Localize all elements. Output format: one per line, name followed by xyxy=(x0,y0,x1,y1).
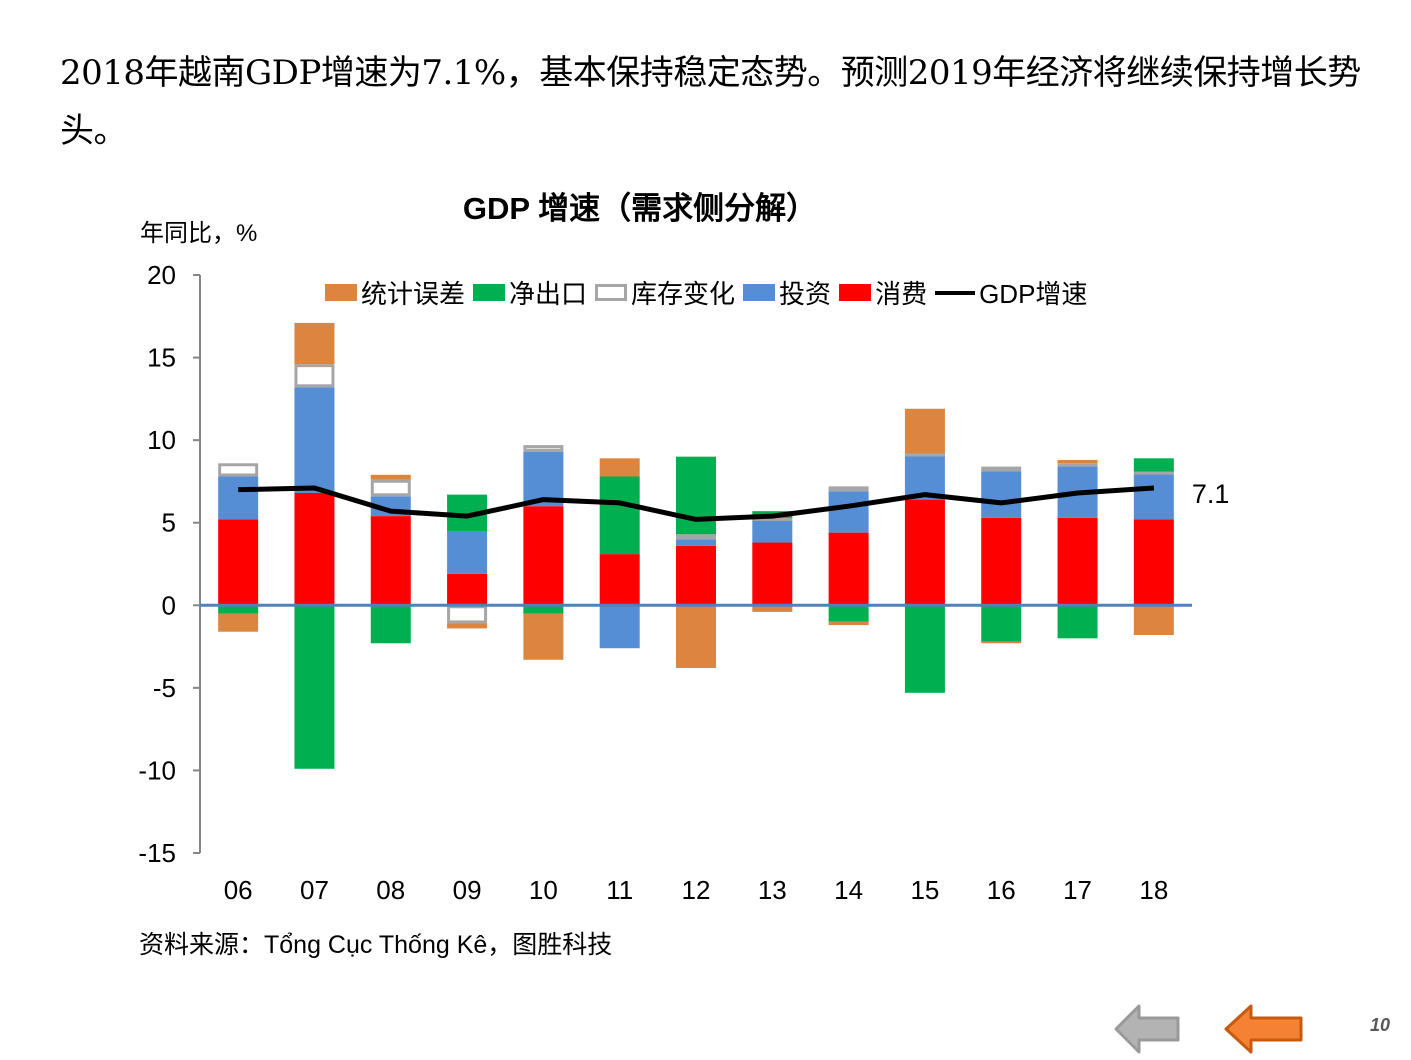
x-tick-label: 09 xyxy=(453,875,482,905)
y-tick-label: 10 xyxy=(147,425,176,455)
y-tick-label: -15 xyxy=(138,838,176,868)
prev-page-button[interactable] xyxy=(1113,1003,1183,1055)
bar-inventory-09 xyxy=(449,607,486,622)
bar-consumption-13 xyxy=(752,543,792,606)
x-tick-label: 17 xyxy=(1063,875,1092,905)
bar-investment-06 xyxy=(218,476,258,519)
x-tick-label: 10 xyxy=(529,875,558,905)
y-tick-label: 20 xyxy=(147,260,176,290)
bar-stat_error-11 xyxy=(600,458,640,476)
gdp-data-label: 7.1 xyxy=(1192,479,1230,509)
bar-net_exports-18 xyxy=(1134,458,1174,471)
x-tick-label: 08 xyxy=(376,875,405,905)
bar-investment-07 xyxy=(294,387,334,493)
bar-inventory-07 xyxy=(296,366,333,386)
y-tick-label: -5 xyxy=(153,673,176,703)
bar-stat_error-07 xyxy=(294,323,334,364)
x-tick-label: 12 xyxy=(682,875,711,905)
bar-consumption-15 xyxy=(905,500,945,606)
bar-inventory-08 xyxy=(372,481,409,495)
bar-net_exports-08 xyxy=(371,605,411,643)
x-tick-label: 07 xyxy=(300,875,329,905)
bar-stat_error-09 xyxy=(447,623,487,628)
bar-investment-12 xyxy=(676,539,716,546)
bar-stat_error-08 xyxy=(371,475,411,480)
bar-investment-18 xyxy=(1134,473,1174,519)
x-tick-label: 11 xyxy=(606,875,633,905)
bar-inventory-10 xyxy=(525,447,562,451)
x-tick-label: 06 xyxy=(224,875,253,905)
bar-consumption-12 xyxy=(676,546,716,605)
bar-net_exports-07 xyxy=(294,605,334,768)
bar-consumption-09 xyxy=(447,574,487,605)
bar-net_exports-12 xyxy=(676,457,716,535)
bar-inventory-18 xyxy=(1135,472,1172,474)
bar-consumption-16 xyxy=(981,518,1021,606)
bar-investment-11 xyxy=(600,605,640,648)
x-tick-label: 18 xyxy=(1139,875,1168,905)
left-arrow-gray-icon xyxy=(1113,1003,1183,1055)
x-tick-label: 13 xyxy=(758,875,787,905)
bar-net_exports-17 xyxy=(1058,605,1098,638)
bar-investment-13 xyxy=(752,519,792,542)
bar-consumption-06 xyxy=(218,519,258,605)
bar-net_exports-15 xyxy=(905,605,945,693)
source-note: 资料来源：Tổng Cục Thống Kê，图胜科技 xyxy=(139,925,612,961)
bar-consumption-17 xyxy=(1058,518,1098,606)
left-arrow-orange-icon xyxy=(1223,1003,1305,1055)
bar-stat_error-10 xyxy=(523,614,563,660)
y-tick-label: -10 xyxy=(138,755,176,785)
y-tick-label: 5 xyxy=(162,508,176,538)
x-tick-label: 14 xyxy=(834,875,863,905)
x-tick-label: 15 xyxy=(910,875,939,905)
bar-stat_error-14 xyxy=(829,622,869,625)
bar-net_exports-16 xyxy=(981,605,1021,641)
bar-inventory-16 xyxy=(983,468,1020,470)
bar-inventory-14 xyxy=(830,488,867,490)
bar-stat_error-06 xyxy=(218,614,258,632)
bar-inventory-06 xyxy=(220,465,257,475)
bar-stat_error-16 xyxy=(981,642,1021,644)
bar-consumption-10 xyxy=(523,506,563,605)
bar-consumption-14 xyxy=(829,533,869,606)
back-button[interactable] xyxy=(1223,1003,1293,1055)
bar-consumption-08 xyxy=(371,516,411,605)
bar-net_exports-14 xyxy=(829,605,869,622)
bar-consumption-11 xyxy=(600,554,640,605)
bar-net_exports-11 xyxy=(600,476,640,554)
page-number: 10 xyxy=(1370,1015,1390,1036)
y-tick-label: 15 xyxy=(147,343,176,373)
bar-inventory-15 xyxy=(906,453,943,455)
bar-stat_error-12 xyxy=(676,605,716,668)
bar-investment-14 xyxy=(829,491,869,532)
bar-investment-09 xyxy=(447,531,487,574)
x-tick-label: 16 xyxy=(987,875,1016,905)
y-tick-label: 0 xyxy=(162,590,176,620)
bar-inventory-12 xyxy=(678,536,715,538)
bar-stat_error-17 xyxy=(1058,460,1098,463)
bar-investment-16 xyxy=(981,472,1021,518)
bar-consumption-07 xyxy=(294,493,334,605)
bar-stat_error-18 xyxy=(1134,605,1174,635)
bar-stat_error-15 xyxy=(905,409,945,454)
bar-consumption-18 xyxy=(1134,519,1174,605)
